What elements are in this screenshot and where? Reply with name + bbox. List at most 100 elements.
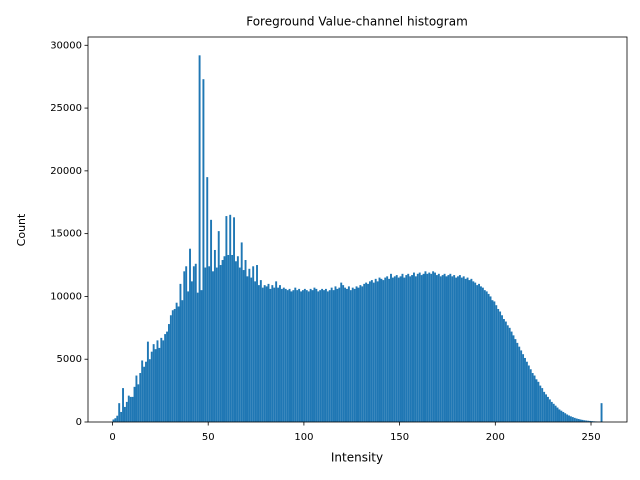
bar bbox=[248, 268, 251, 422]
bar bbox=[208, 266, 211, 422]
y-tick-label: 10000 bbox=[50, 291, 82, 302]
bar bbox=[265, 286, 268, 422]
bar bbox=[328, 290, 331, 422]
bar bbox=[380, 278, 383, 422]
bar bbox=[206, 177, 209, 422]
bar bbox=[353, 288, 356, 422]
bar bbox=[166, 331, 169, 422]
bar bbox=[367, 283, 369, 422]
x-tick-label: 50 bbox=[202, 432, 215, 443]
bar bbox=[143, 366, 146, 422]
bar bbox=[386, 276, 389, 422]
bar bbox=[326, 291, 329, 422]
bar bbox=[179, 283, 182, 422]
bar bbox=[189, 248, 191, 422]
bar bbox=[286, 290, 289, 422]
bar bbox=[164, 334, 167, 422]
bar bbox=[246, 276, 249, 422]
y-tick-label: 0 bbox=[76, 417, 82, 428]
bar bbox=[213, 249, 216, 422]
x-tick-label: 250 bbox=[581, 432, 600, 443]
bar bbox=[388, 278, 391, 422]
bar bbox=[376, 281, 379, 422]
bar bbox=[347, 286, 350, 422]
bar bbox=[162, 340, 165, 422]
bar bbox=[196, 292, 199, 422]
bar bbox=[269, 288, 272, 422]
bar bbox=[418, 272, 421, 422]
bar bbox=[370, 280, 373, 422]
bar bbox=[202, 79, 205, 423]
bar bbox=[204, 267, 207, 422]
bar bbox=[413, 272, 415, 422]
bar bbox=[516, 342, 519, 422]
bar bbox=[428, 272, 431, 422]
bar bbox=[390, 273, 392, 422]
bar bbox=[512, 335, 515, 422]
bar bbox=[342, 285, 345, 422]
y-tick-label: 25000 bbox=[50, 103, 82, 114]
bar bbox=[118, 403, 121, 422]
bar bbox=[510, 331, 513, 422]
bar bbox=[458, 275, 461, 422]
bar bbox=[481, 287, 484, 422]
bar bbox=[127, 395, 130, 422]
bar bbox=[160, 337, 163, 422]
bar bbox=[200, 290, 203, 422]
bar bbox=[581, 419, 584, 422]
bar bbox=[355, 286, 358, 422]
bar bbox=[451, 276, 454, 422]
y-tick-label: 15000 bbox=[50, 229, 82, 240]
bar bbox=[334, 286, 337, 422]
bar bbox=[307, 291, 310, 422]
bar bbox=[439, 276, 442, 422]
bar bbox=[123, 406, 126, 422]
bar bbox=[391, 277, 394, 422]
bar bbox=[583, 420, 586, 422]
bar bbox=[587, 420, 590, 422]
bar bbox=[150, 351, 153, 422]
bar bbox=[445, 276, 448, 422]
bar bbox=[443, 273, 446, 422]
bar bbox=[256, 265, 258, 422]
bar bbox=[422, 273, 425, 422]
bar bbox=[546, 396, 549, 422]
bar bbox=[502, 319, 505, 422]
bar bbox=[231, 254, 234, 422]
bar bbox=[336, 288, 339, 422]
bar bbox=[558, 409, 561, 422]
bar bbox=[455, 277, 458, 422]
bar bbox=[397, 277, 400, 422]
bar bbox=[244, 260, 247, 422]
bar bbox=[242, 270, 245, 422]
bar bbox=[263, 285, 266, 422]
bar bbox=[284, 288, 287, 422]
bar bbox=[238, 267, 241, 422]
bar bbox=[257, 285, 260, 422]
bar bbox=[499, 311, 502, 422]
bar bbox=[449, 273, 452, 422]
bar bbox=[198, 55, 201, 422]
bar bbox=[411, 275, 414, 422]
bar bbox=[462, 276, 465, 422]
bar bbox=[315, 288, 318, 422]
bar bbox=[235, 261, 237, 422]
bar bbox=[497, 308, 500, 422]
bar bbox=[531, 373, 534, 422]
bar bbox=[305, 290, 308, 422]
bar bbox=[152, 344, 155, 422]
bar bbox=[527, 365, 530, 422]
bar bbox=[493, 301, 496, 422]
bar bbox=[357, 287, 360, 422]
bar bbox=[464, 278, 467, 422]
bar bbox=[393, 276, 396, 422]
bar bbox=[569, 416, 572, 422]
bar bbox=[282, 287, 285, 422]
bar bbox=[589, 420, 592, 422]
bar bbox=[301, 290, 304, 422]
bar bbox=[112, 419, 115, 422]
bar bbox=[491, 300, 494, 422]
bar bbox=[122, 388, 124, 422]
bar bbox=[120, 411, 123, 422]
